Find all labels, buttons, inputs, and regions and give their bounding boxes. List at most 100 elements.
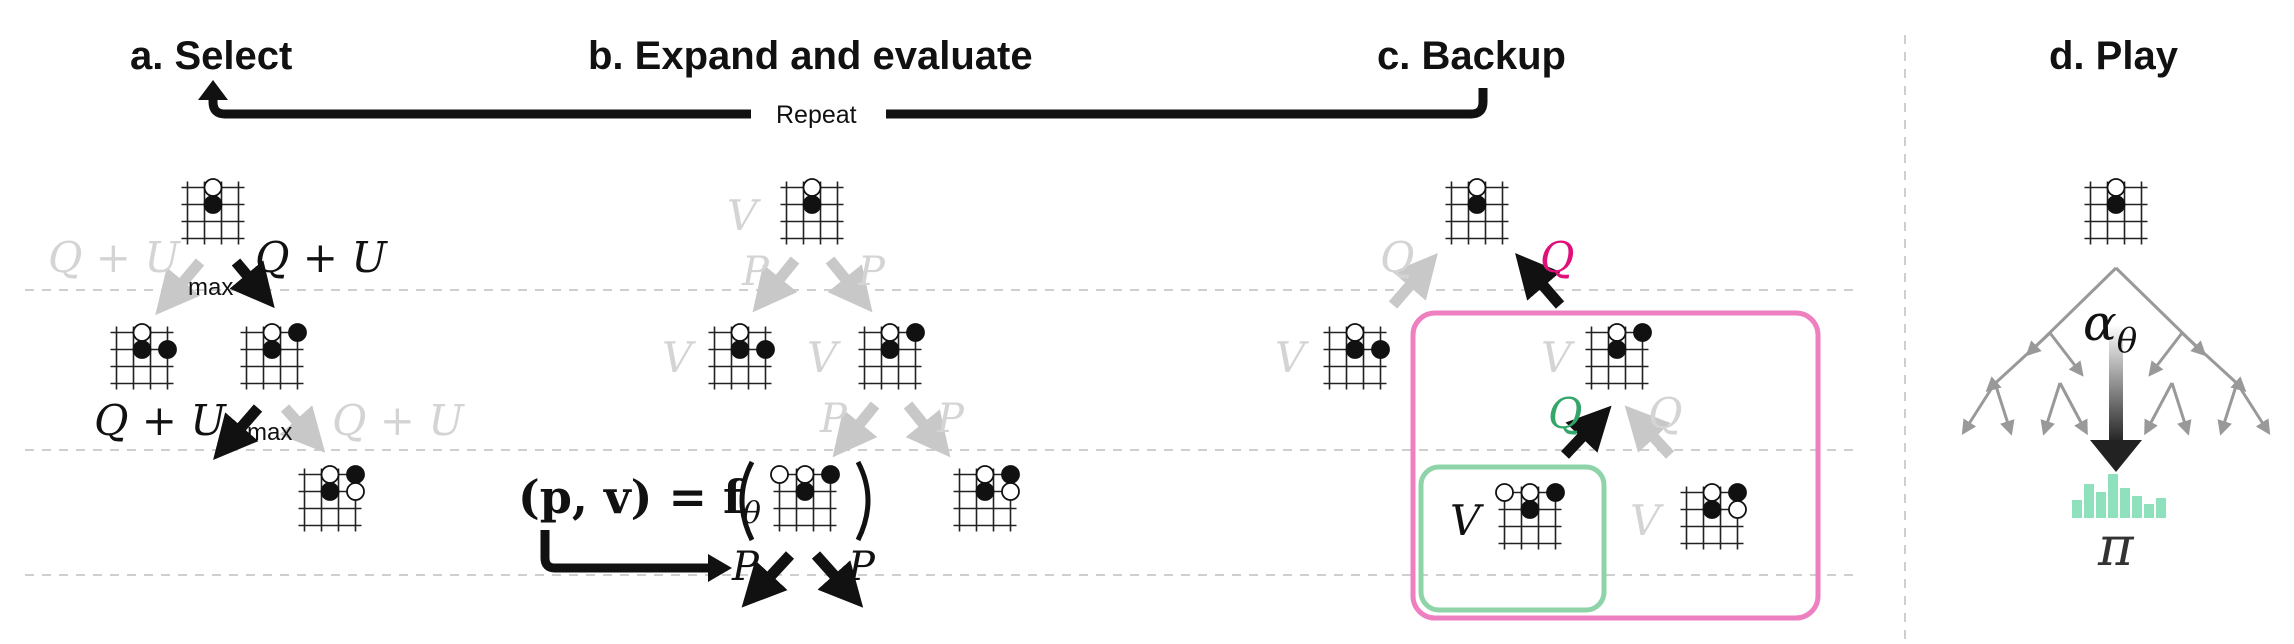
eval-open-paren [739, 460, 755, 542]
backup-q-lower-right: Q [1648, 389, 1682, 438]
backup-magenta-box [1410, 310, 1821, 621]
backup-v-other: V [1630, 496, 1664, 545]
white-stone [132, 323, 152, 342]
expand-edge-right [825, 256, 873, 313]
white-stone [730, 323, 750, 342]
black-stone [795, 482, 815, 501]
expand-new-edge-left [741, 551, 795, 608]
black-stone [262, 340, 282, 359]
expand-p-new-right: P [847, 544, 876, 590]
go-board-node [1585, 323, 1652, 390]
black-stone [2106, 195, 2126, 214]
white-stone [203, 178, 223, 197]
expand-v-root: V [727, 191, 761, 240]
black-stone [1001, 465, 1020, 484]
white-stone [975, 465, 995, 484]
black-stone [802, 195, 822, 214]
backup-q-lower-left: Q [1548, 389, 1582, 438]
play-alpha: αθ [2083, 294, 2137, 361]
backup-q-left: Q [1380, 233, 1414, 282]
backup-edge-right [1515, 253, 1565, 309]
go-board-node [2084, 178, 2148, 245]
select-edge-label-lower-right: Q + U [332, 396, 465, 445]
go-board-node [110, 323, 177, 390]
select-panel: Q + U Q + U max Q + U Q + U max [48, 233, 465, 460]
backup-edge-lower-left [1560, 405, 1612, 459]
select-max-edge-2 [213, 404, 263, 460]
repeat-label: Repeat [776, 101, 857, 129]
policy-bar [2156, 498, 2166, 518]
expand-p-lower-left: P [819, 396, 848, 442]
title-backup: c. Backup [1377, 34, 1566, 78]
white-stone [262, 323, 282, 342]
black-stone [880, 340, 900, 359]
black-stone [1728, 483, 1747, 502]
go-board-node [1495, 483, 1565, 550]
eval-formula: (p, v) = fθ [518, 470, 761, 531]
go-board-node [298, 465, 365, 532]
select-max-label-bottom: max [247, 419, 292, 446]
black-stone [906, 323, 925, 342]
play-panel: αθ π [1961, 266, 2271, 578]
black-stone [1467, 195, 1487, 214]
black-stone [320, 482, 340, 501]
go-board-node [770, 465, 840, 532]
white-stone [1520, 483, 1540, 502]
white-stone [1001, 482, 1020, 501]
backup-v-new: V [1450, 496, 1484, 545]
black-stone [132, 340, 152, 359]
black-stone [1520, 500, 1540, 519]
select-gray-edge [155, 258, 205, 316]
black-stone [158, 340, 177, 359]
go-board-node [858, 323, 925, 390]
black-stone [1345, 340, 1365, 359]
go-board-node [708, 323, 775, 390]
policy-bars [2072, 474, 2166, 518]
backup-v-left: V [1275, 333, 1309, 382]
policy-bar [2072, 500, 2082, 518]
white-stone [802, 178, 822, 197]
backup-q-right: Q [1540, 233, 1574, 282]
expand-p-right: P [857, 249, 886, 295]
white-stone [320, 465, 340, 484]
policy-bar [2108, 474, 2118, 518]
play-alpha-sub: θ [2117, 321, 2137, 361]
backup-panel: Q Q V V Q Q V V [1275, 233, 1821, 621]
expand-v-left: V [662, 333, 696, 382]
select-max-label-top: max [188, 274, 233, 301]
policy-bar [2096, 492, 2106, 518]
black-stone [730, 340, 750, 359]
backup-edge-left [1388, 253, 1438, 309]
select-edge-label-lower-left: Q + U [94, 396, 227, 445]
backup-green-box [1418, 464, 1607, 613]
white-stone [1345, 323, 1365, 342]
black-stone [756, 340, 775, 359]
expand-new-edge-right [811, 551, 864, 608]
go-board-node [181, 178, 245, 245]
eval-arrow-head [708, 554, 732, 582]
white-stone [1467, 178, 1487, 197]
black-stone [203, 195, 223, 214]
expand-edge-left [752, 256, 800, 313]
search-tree-fan [1961, 266, 2271, 436]
policy-bar [2132, 496, 2142, 518]
go-board-node [953, 465, 1020, 532]
play-alpha-symbol: α [2083, 294, 2117, 352]
title-expand: b. Expand and evaluate [588, 34, 1033, 78]
expand-p-left: P [741, 249, 770, 295]
select-max-edge [229, 258, 275, 309]
eval-close-paren [855, 460, 871, 542]
policy-bar [2120, 488, 2130, 518]
select-edge-label-right: Q + U [255, 233, 388, 282]
backup-edge-lower-right [1624, 405, 1675, 459]
black-stone [346, 465, 365, 484]
policy-bar [2144, 504, 2154, 518]
black-stone [821, 465, 840, 484]
play-gradient-arrow-shaft [2109, 325, 2123, 443]
repeat-arrow [198, 80, 1488, 119]
policy-bar [2084, 484, 2094, 518]
white-stone [1702, 483, 1722, 502]
board-layer [110, 178, 2148, 550]
go-board-node [780, 178, 844, 245]
